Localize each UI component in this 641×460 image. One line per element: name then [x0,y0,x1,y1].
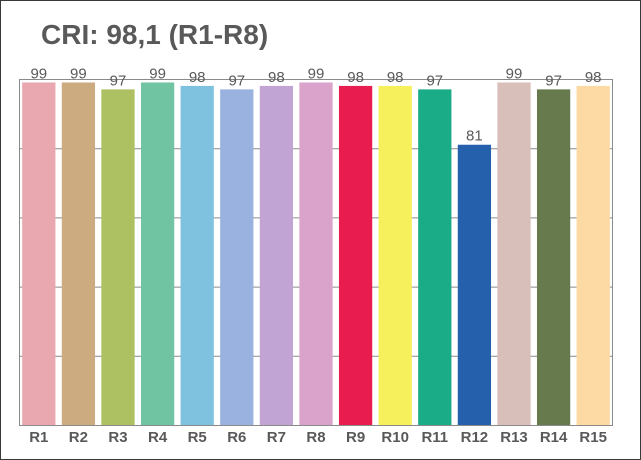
bar [299,82,333,426]
data-label: 98 [189,69,206,86]
bar [457,144,492,426]
x-tick-label: R6 [227,429,246,446]
data-label: 97 [228,72,245,89]
data-label: 98 [347,69,364,86]
x-tick-label: R2 [69,429,88,446]
x-tick-label: R7 [267,429,286,446]
data-label: 99 [506,65,523,82]
x-tick-label: R14 [540,429,568,446]
x-tick-label: R8 [306,429,325,446]
x-tick-label: R5 [188,429,207,446]
x-tick-label: R9 [346,429,365,446]
x-tick-label: R4 [148,429,168,446]
x-tick-label: R11 [421,429,448,446]
chart-title: CRI: 98,1 (R1-R8) [41,19,269,50]
data-label: 98 [268,69,285,86]
bar [536,89,571,425]
x-tick-label: R3 [108,429,127,446]
x-tick-label: R1 [29,429,48,446]
bar [418,89,452,425]
bar [378,85,412,426]
data-label: 98 [585,69,602,86]
data-label: 97 [110,72,127,89]
data-label: 97 [545,72,562,89]
data-label: 99 [30,65,47,82]
bar [101,89,135,425]
data-label: 98 [387,69,404,86]
bar [497,82,531,426]
x-tick-label: R15 [579,429,607,446]
bar [576,85,610,426]
bar [259,85,294,426]
x-tick-label: R13 [500,429,528,446]
x-tick-label: R12 [461,429,489,446]
data-label: 99 [70,65,87,82]
data-label: 81 [466,128,483,145]
bar [180,85,214,426]
data-label: 99 [308,65,325,82]
x-tick-label: R10 [381,429,409,446]
bar [22,82,56,426]
bar [220,89,254,425]
data-label: 97 [426,72,443,89]
bar [338,85,373,426]
data-label: 99 [149,65,166,82]
bar [140,82,175,426]
bar [61,82,96,426]
